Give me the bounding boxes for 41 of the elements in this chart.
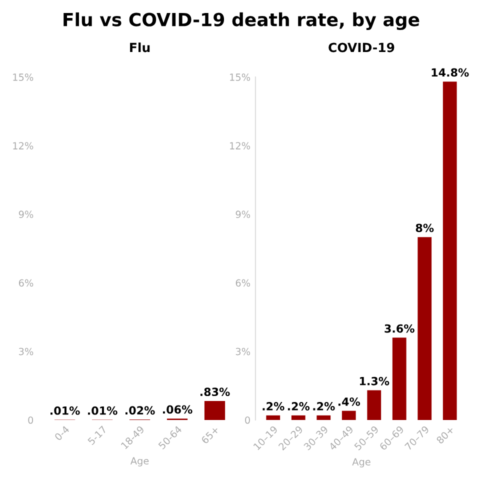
y-tick-label: 12%: [13, 142, 34, 150]
chart-subtitle: Flu: [130, 42, 150, 52]
data-label: 14.8%: [432, 68, 469, 77]
y-tick-label: 6%: [18, 279, 34, 287]
y-tick-label: 15%: [230, 74, 250, 81]
bar: [367, 390, 382, 420]
x-tick-label: 65+: [200, 426, 220, 444]
y-tick-label: 15%: [13, 74, 34, 81]
data-label: 8%: [416, 224, 434, 232]
y-tick-label: 9%: [236, 210, 250, 218]
data-label: .2%: [313, 402, 335, 410]
y-tick-label: 0: [245, 416, 250, 424]
bar: [392, 338, 406, 420]
bar: [291, 415, 306, 420]
x-tick-label: 80+: [436, 426, 454, 444]
data-label: .06%: [162, 405, 192, 414]
y-tick-label: 0: [28, 416, 34, 424]
data-label: .2%: [288, 402, 310, 410]
y-tick-label: 9%: [18, 210, 34, 218]
data-label: .01%: [88, 406, 118, 415]
x-axis-title: Age: [352, 458, 370, 468]
data-label: .01%: [50, 406, 80, 415]
data-label: .02%: [126, 406, 155, 415]
data-label: 3.6%: [384, 324, 414, 333]
data-label: .4%: [338, 397, 360, 406]
bar: [442, 82, 457, 420]
x-tick-label: 0-4: [54, 425, 70, 441]
bar: [316, 415, 331, 420]
y-tick-label: 3%: [236, 348, 250, 356]
bar: [266, 415, 280, 420]
y-tick-label: 12%: [230, 142, 250, 150]
bar: [418, 237, 432, 420]
data-label: .83%: [200, 388, 230, 396]
chart-subtitle: COVID-19: [328, 42, 394, 52]
data-label: 1.3%: [360, 376, 390, 386]
chart-title: Flu vs COVID-19 death rate, by age: [64, 12, 420, 30]
data-label: .2%: [262, 402, 284, 410]
x-axis-title: Age: [130, 457, 149, 466]
y-tick-label: 6%: [236, 279, 250, 287]
y-tick-label: 3%: [19, 348, 34, 356]
bar: [342, 410, 356, 420]
